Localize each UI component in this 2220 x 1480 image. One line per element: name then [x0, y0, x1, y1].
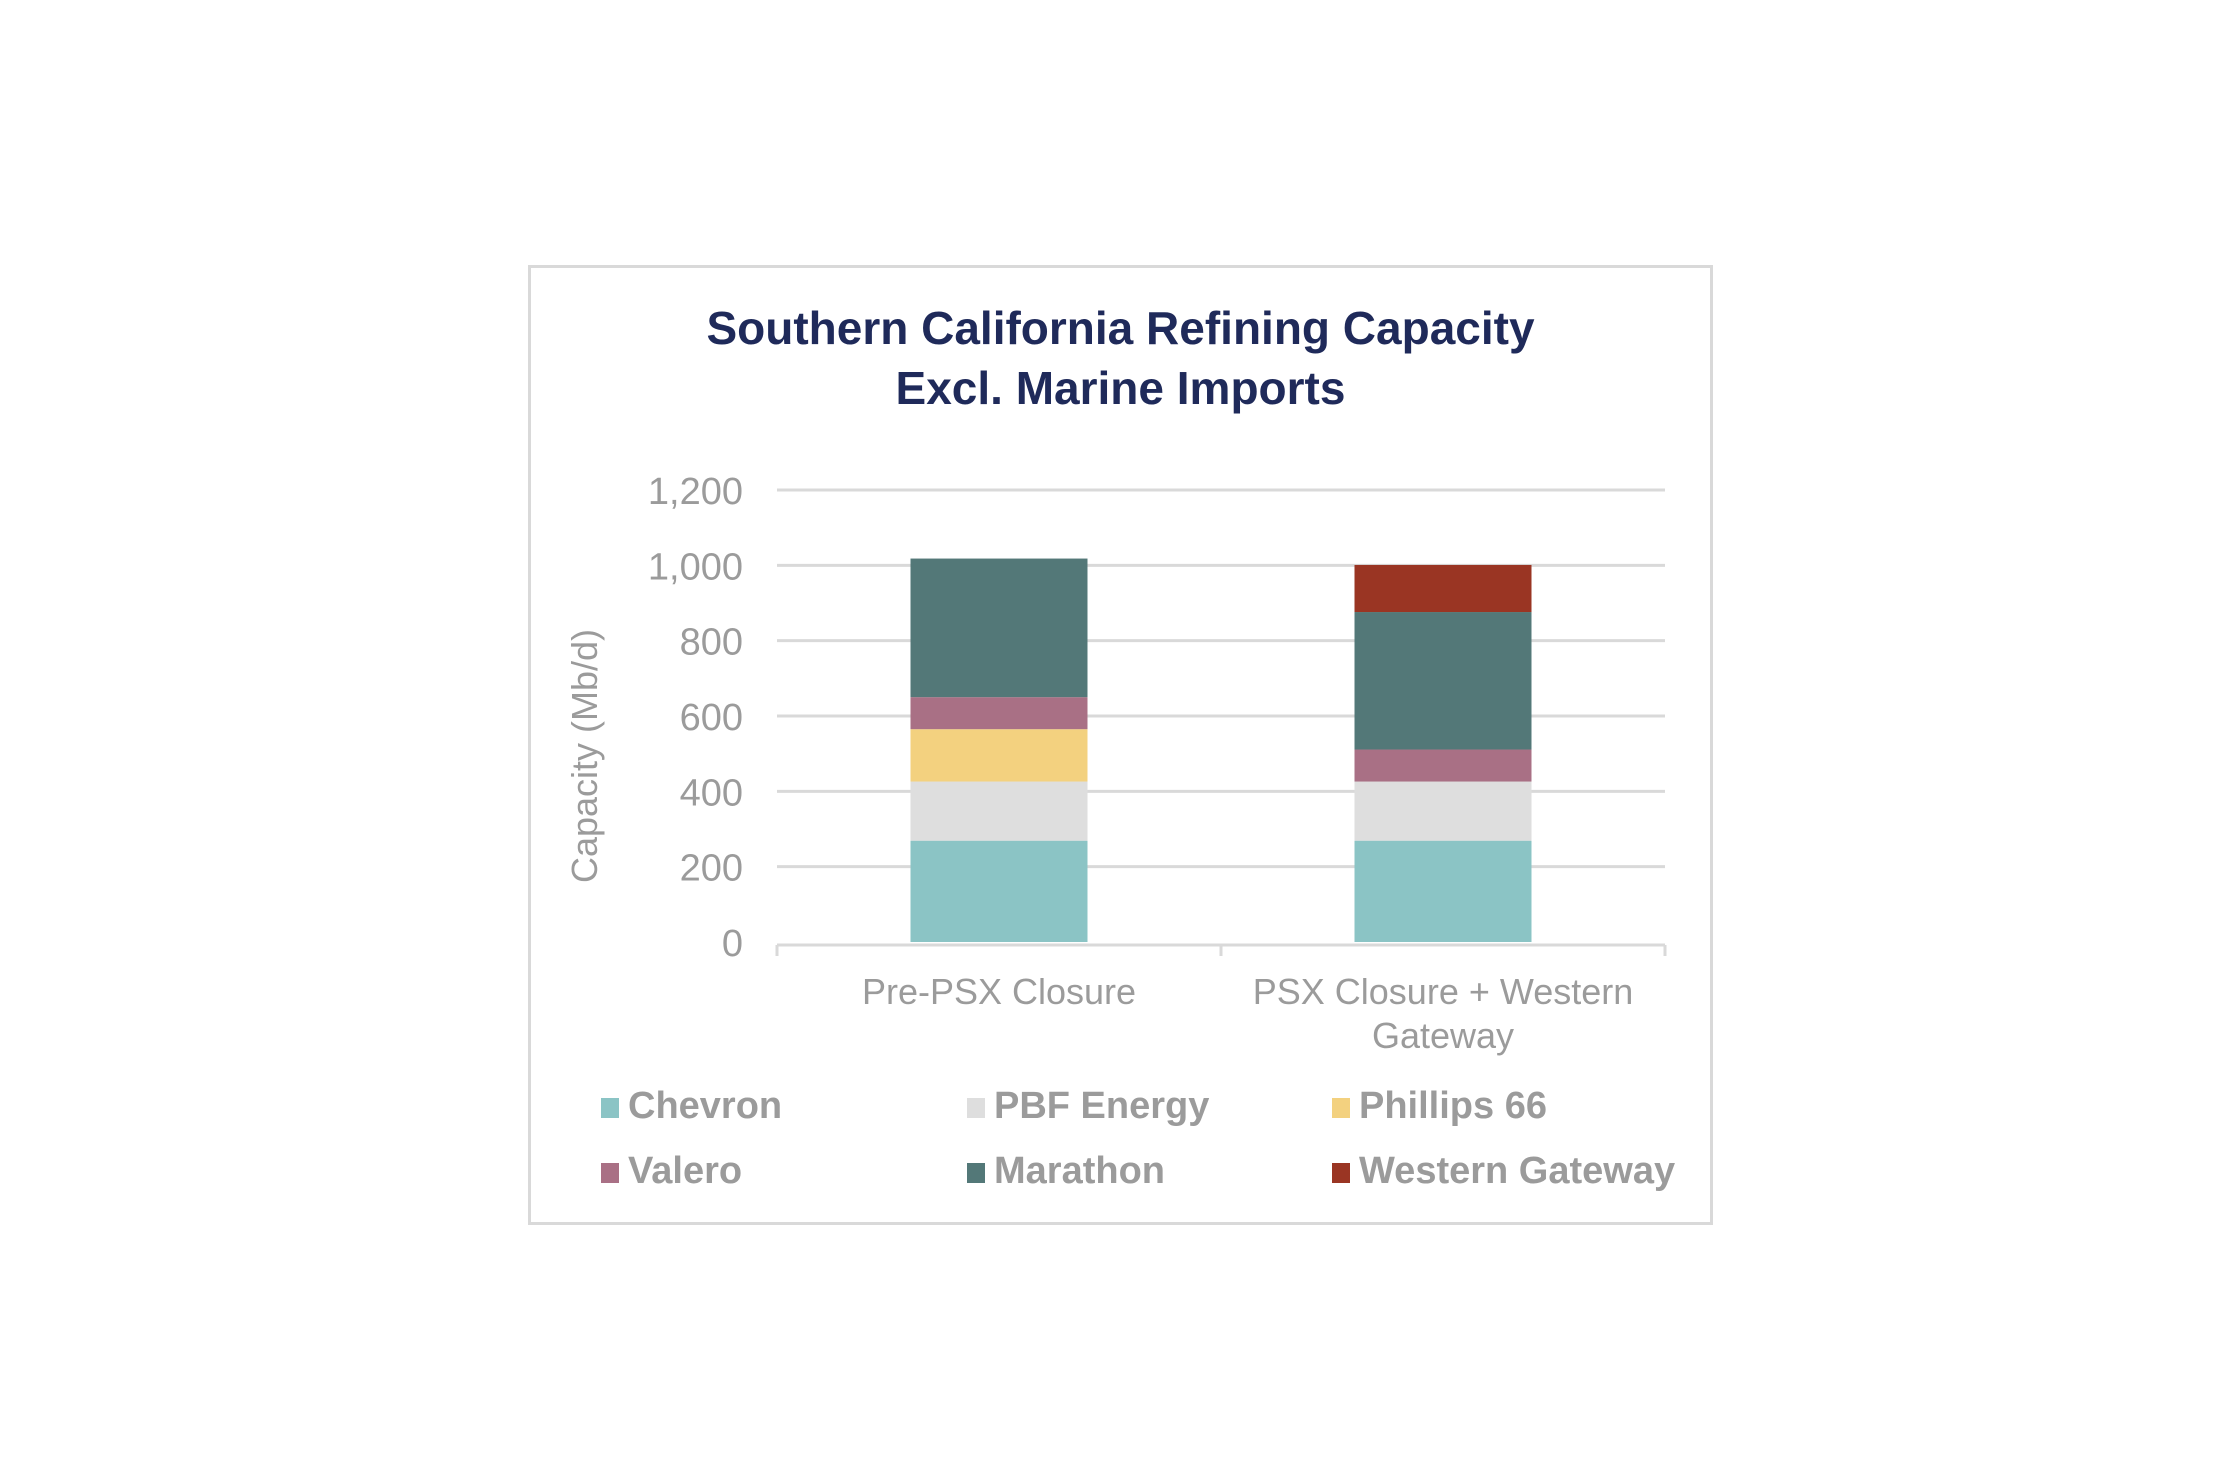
- x-tick-label: Pre-PSX Closure: [862, 971, 1136, 1012]
- x-tick-label: PSX Closure + Western: [1253, 971, 1634, 1012]
- legend-swatch: [1332, 1098, 1350, 1118]
- y-tick-label: 200: [680, 848, 743, 890]
- bar-segment-chevron: [1354, 840, 1532, 942]
- y-tick-label: 400: [680, 772, 743, 814]
- legend-swatch: [967, 1098, 985, 1118]
- legend-label: Marathon: [994, 1150, 1165, 1192]
- y-tick-label: 600: [680, 697, 743, 739]
- legend-swatch: [1332, 1163, 1350, 1183]
- y-axis-label: Capacity (Mb/d): [564, 629, 605, 883]
- chart-title-line-2: Excl. Marine Imports: [895, 362, 1346, 414]
- bar-segment-marathon: [910, 558, 1088, 698]
- legend-swatch: [601, 1098, 619, 1118]
- bar-segment-pbf-energy: [1354, 781, 1532, 841]
- bar-segment-pbf-energy: [910, 781, 1088, 841]
- chart-plot: 0 200 400 600 800 1,000 1,200 Capacity (Mb/d) Pr…: [564, 471, 1675, 1192]
- chart-frame: Southern California Refining Capacity Ex…: [528, 265, 1713, 1225]
- legend-label: PBF Energy: [994, 1085, 1209, 1127]
- y-tick-label: 0: [722, 923, 743, 965]
- y-tick-label: 800: [680, 622, 743, 664]
- legend-swatch: [967, 1163, 985, 1183]
- chart-title: Southern California Refining Capacity Ex…: [531, 298, 1710, 418]
- legend-label: Valero: [628, 1150, 742, 1192]
- y-tick-label: 1,000: [648, 546, 743, 588]
- legend-label: Phillips 66: [1359, 1085, 1547, 1127]
- x-tick-label: Gateway: [1372, 1015, 1514, 1056]
- legend-label: Western Gateway: [1359, 1150, 1675, 1192]
- legend-swatch: [601, 1163, 619, 1183]
- bar-segment-phillips-66: [910, 729, 1088, 782]
- bar-segment-marathon: [1354, 612, 1532, 750]
- legend-label: Chevron: [628, 1085, 782, 1127]
- bar-segment-valero: [910, 697, 1088, 730]
- bar-segment-valero: [1354, 749, 1532, 782]
- y-tick-label: 1,200: [648, 471, 743, 513]
- chart-title-line-1: Southern California Refining Capacity: [706, 302, 1535, 354]
- bar-segment-chevron: [910, 840, 1088, 942]
- bar-segment-western-gateway: [1354, 564, 1532, 613]
